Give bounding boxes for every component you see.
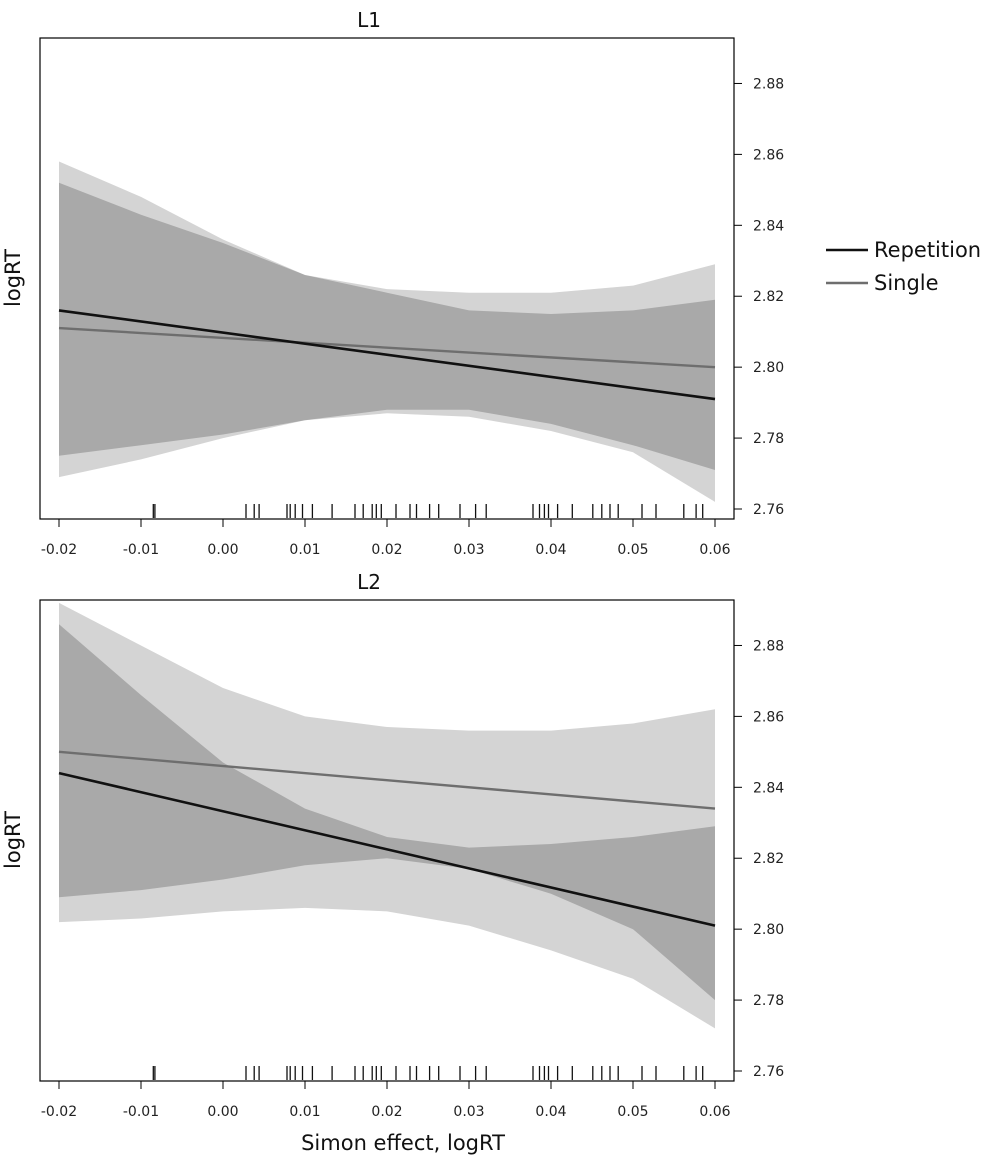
y-tick-label: 2.86 <box>753 147 784 163</box>
y-tick-label: 2.80 <box>753 922 784 938</box>
x-tick-label: 0.00 <box>207 542 238 558</box>
x-tick-label: -0.01 <box>123 542 159 558</box>
x-tick-label: 0.03 <box>453 542 484 558</box>
panel-l2: L2 -0.02 -0.01 0.00 0.01 0.02 0.03 0.04 0.05 0.0… <box>1 570 784 1120</box>
x-tick-label: 0.02 <box>371 542 402 558</box>
x-tick-label: 0.01 <box>289 1104 320 1120</box>
fit-line-repetition <box>58 771 716 927</box>
x-tick-label: 0.04 <box>535 542 566 558</box>
x-tick-label: 0.01 <box>289 542 320 558</box>
x-tick-label: 0.04 <box>535 1104 566 1120</box>
panel-l2-fit-lines <box>58 750 716 927</box>
fit-line-repetition <box>58 309 716 401</box>
panel-l1-rug-marks <box>152 504 704 518</box>
y-tick-label: 2.88 <box>753 638 784 654</box>
panel-l1-x-axis: -0.02 -0.01 0.00 0.01 0.02 0.03 0.04 0.05 0.06 <box>41 519 731 558</box>
y-tick-label: 2.84 <box>753 780 784 796</box>
panel-l2-confidence-bands <box>59 602 715 1029</box>
fit-line-single <box>58 750 716 810</box>
y-tick-label: 2.82 <box>753 289 784 305</box>
x-tick-label: 0.05 <box>617 542 648 558</box>
panel-l1-y-axis-label: logRT <box>1 249 25 307</box>
panel-l2-rug-marks <box>152 1066 704 1080</box>
y-tick-label: 2.78 <box>753 993 784 1009</box>
panel-l2-y-axis-label: logRT <box>1 811 25 869</box>
y-tick-label: 2.76 <box>753 502 784 518</box>
fit-line-single <box>58 326 716 369</box>
x-tick-label: 0.02 <box>371 1104 402 1120</box>
panel-l2-x-axis: -0.02 -0.01 0.00 0.01 0.02 0.03 0.04 0.05 0.06 <box>41 1081 731 1120</box>
y-tick-label: 2.84 <box>753 218 784 234</box>
x-tick-label: 0.06 <box>699 542 730 558</box>
x-tick-label: 0.05 <box>617 1104 648 1120</box>
legend-label-single: Single <box>874 271 939 295</box>
y-tick-label: 2.88 <box>753 76 784 92</box>
panel-l2-title: L2 <box>357 570 381 594</box>
panel-l1-title: L1 <box>357 8 381 32</box>
x-tick-label: -0.02 <box>41 1104 77 1120</box>
y-tick-label: 2.80 <box>753 360 784 376</box>
legend: Repetition Single <box>826 238 981 295</box>
y-tick-label: 2.86 <box>753 709 784 725</box>
x-tick-label: 0.03 <box>453 1104 484 1120</box>
y-tick-label: 2.82 <box>753 851 784 867</box>
x-tick-label: 0.06 <box>699 1104 730 1120</box>
x-tick-label: -0.01 <box>123 1104 159 1120</box>
legend-label-repetition: Repetition <box>874 238 981 262</box>
y-tick-label: 2.78 <box>753 431 784 447</box>
panel-l1-y-axis: 2.76 2.78 2.80 2.82 2.84 2.86 2.88 <box>734 76 784 518</box>
x-tick-label: 0.00 <box>207 1104 238 1120</box>
ci-band-single <box>59 602 715 1029</box>
y-tick-label: 2.76 <box>753 1064 784 1080</box>
panel-l1-confidence-bands <box>59 161 715 502</box>
x-axis-title: Simon effect, logRT <box>301 1131 505 1155</box>
panel-l1-fit-lines <box>58 309 716 401</box>
panel-l1: L1 -0.02 -0.01 0.00 0.01 0.02 0.03 0.04 0.05 0.0… <box>1 8 784 558</box>
x-tick-label: -0.02 <box>41 542 77 558</box>
panel-l2-y-axis: 2.76 2.78 2.80 2.82 2.84 2.86 2.88 <box>734 638 784 1080</box>
